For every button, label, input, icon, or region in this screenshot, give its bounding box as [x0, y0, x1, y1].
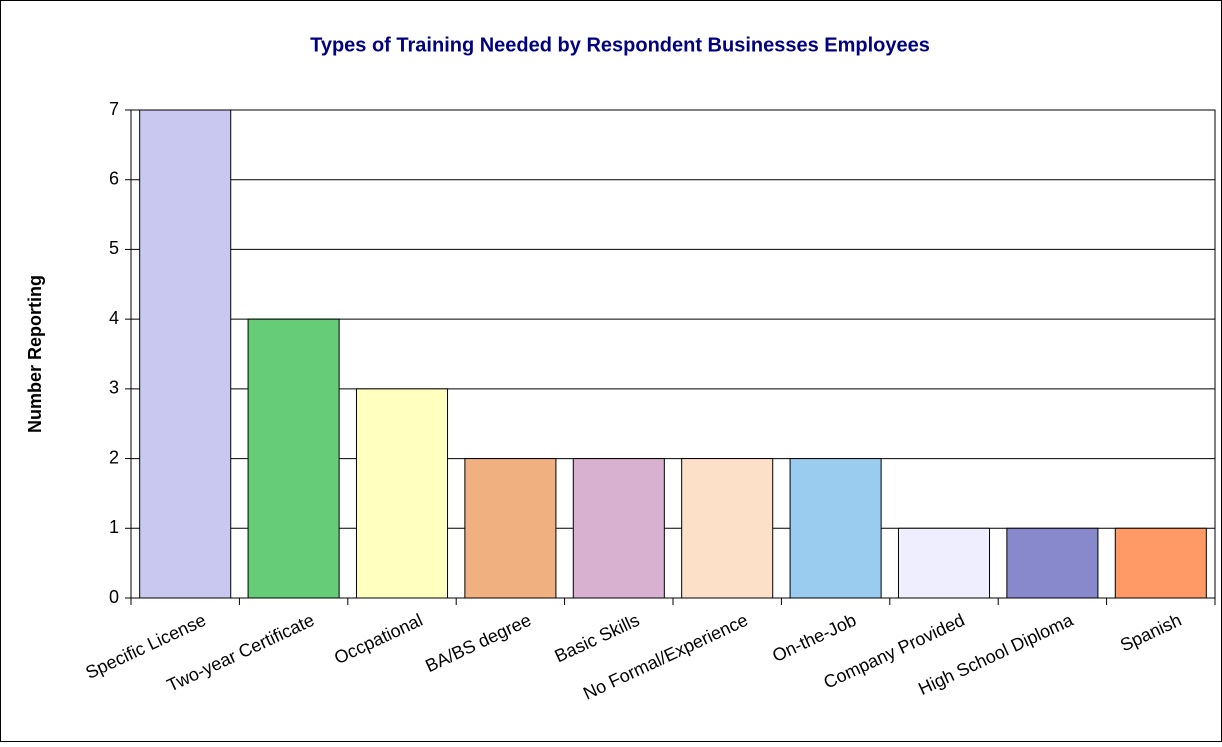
- bar: [897, 527, 991, 599]
- bar: [789, 458, 882, 599]
- bar: [1114, 527, 1207, 599]
- y-tick-label: 2: [109, 447, 119, 467]
- bar: [1006, 527, 1099, 599]
- bar: [247, 318, 340, 599]
- bar: [355, 388, 449, 599]
- y-tick-label: 6: [109, 168, 119, 188]
- bar: [139, 109, 232, 599]
- bar: [681, 458, 774, 599]
- y-tick-label: 4: [109, 308, 119, 328]
- y-tick-label: 0: [109, 587, 119, 607]
- y-tick-label: 3: [109, 378, 119, 398]
- y-tick-label: 5: [109, 238, 119, 258]
- y-tick-label: 7: [109, 99, 119, 119]
- y-tick-label: 1: [109, 517, 119, 537]
- chart-title: Types of Training Needed by Respondent B…: [310, 34, 930, 56]
- y-axis-label: Number Reporting: [25, 275, 45, 433]
- bar: [464, 458, 557, 599]
- bar: [572, 458, 665, 599]
